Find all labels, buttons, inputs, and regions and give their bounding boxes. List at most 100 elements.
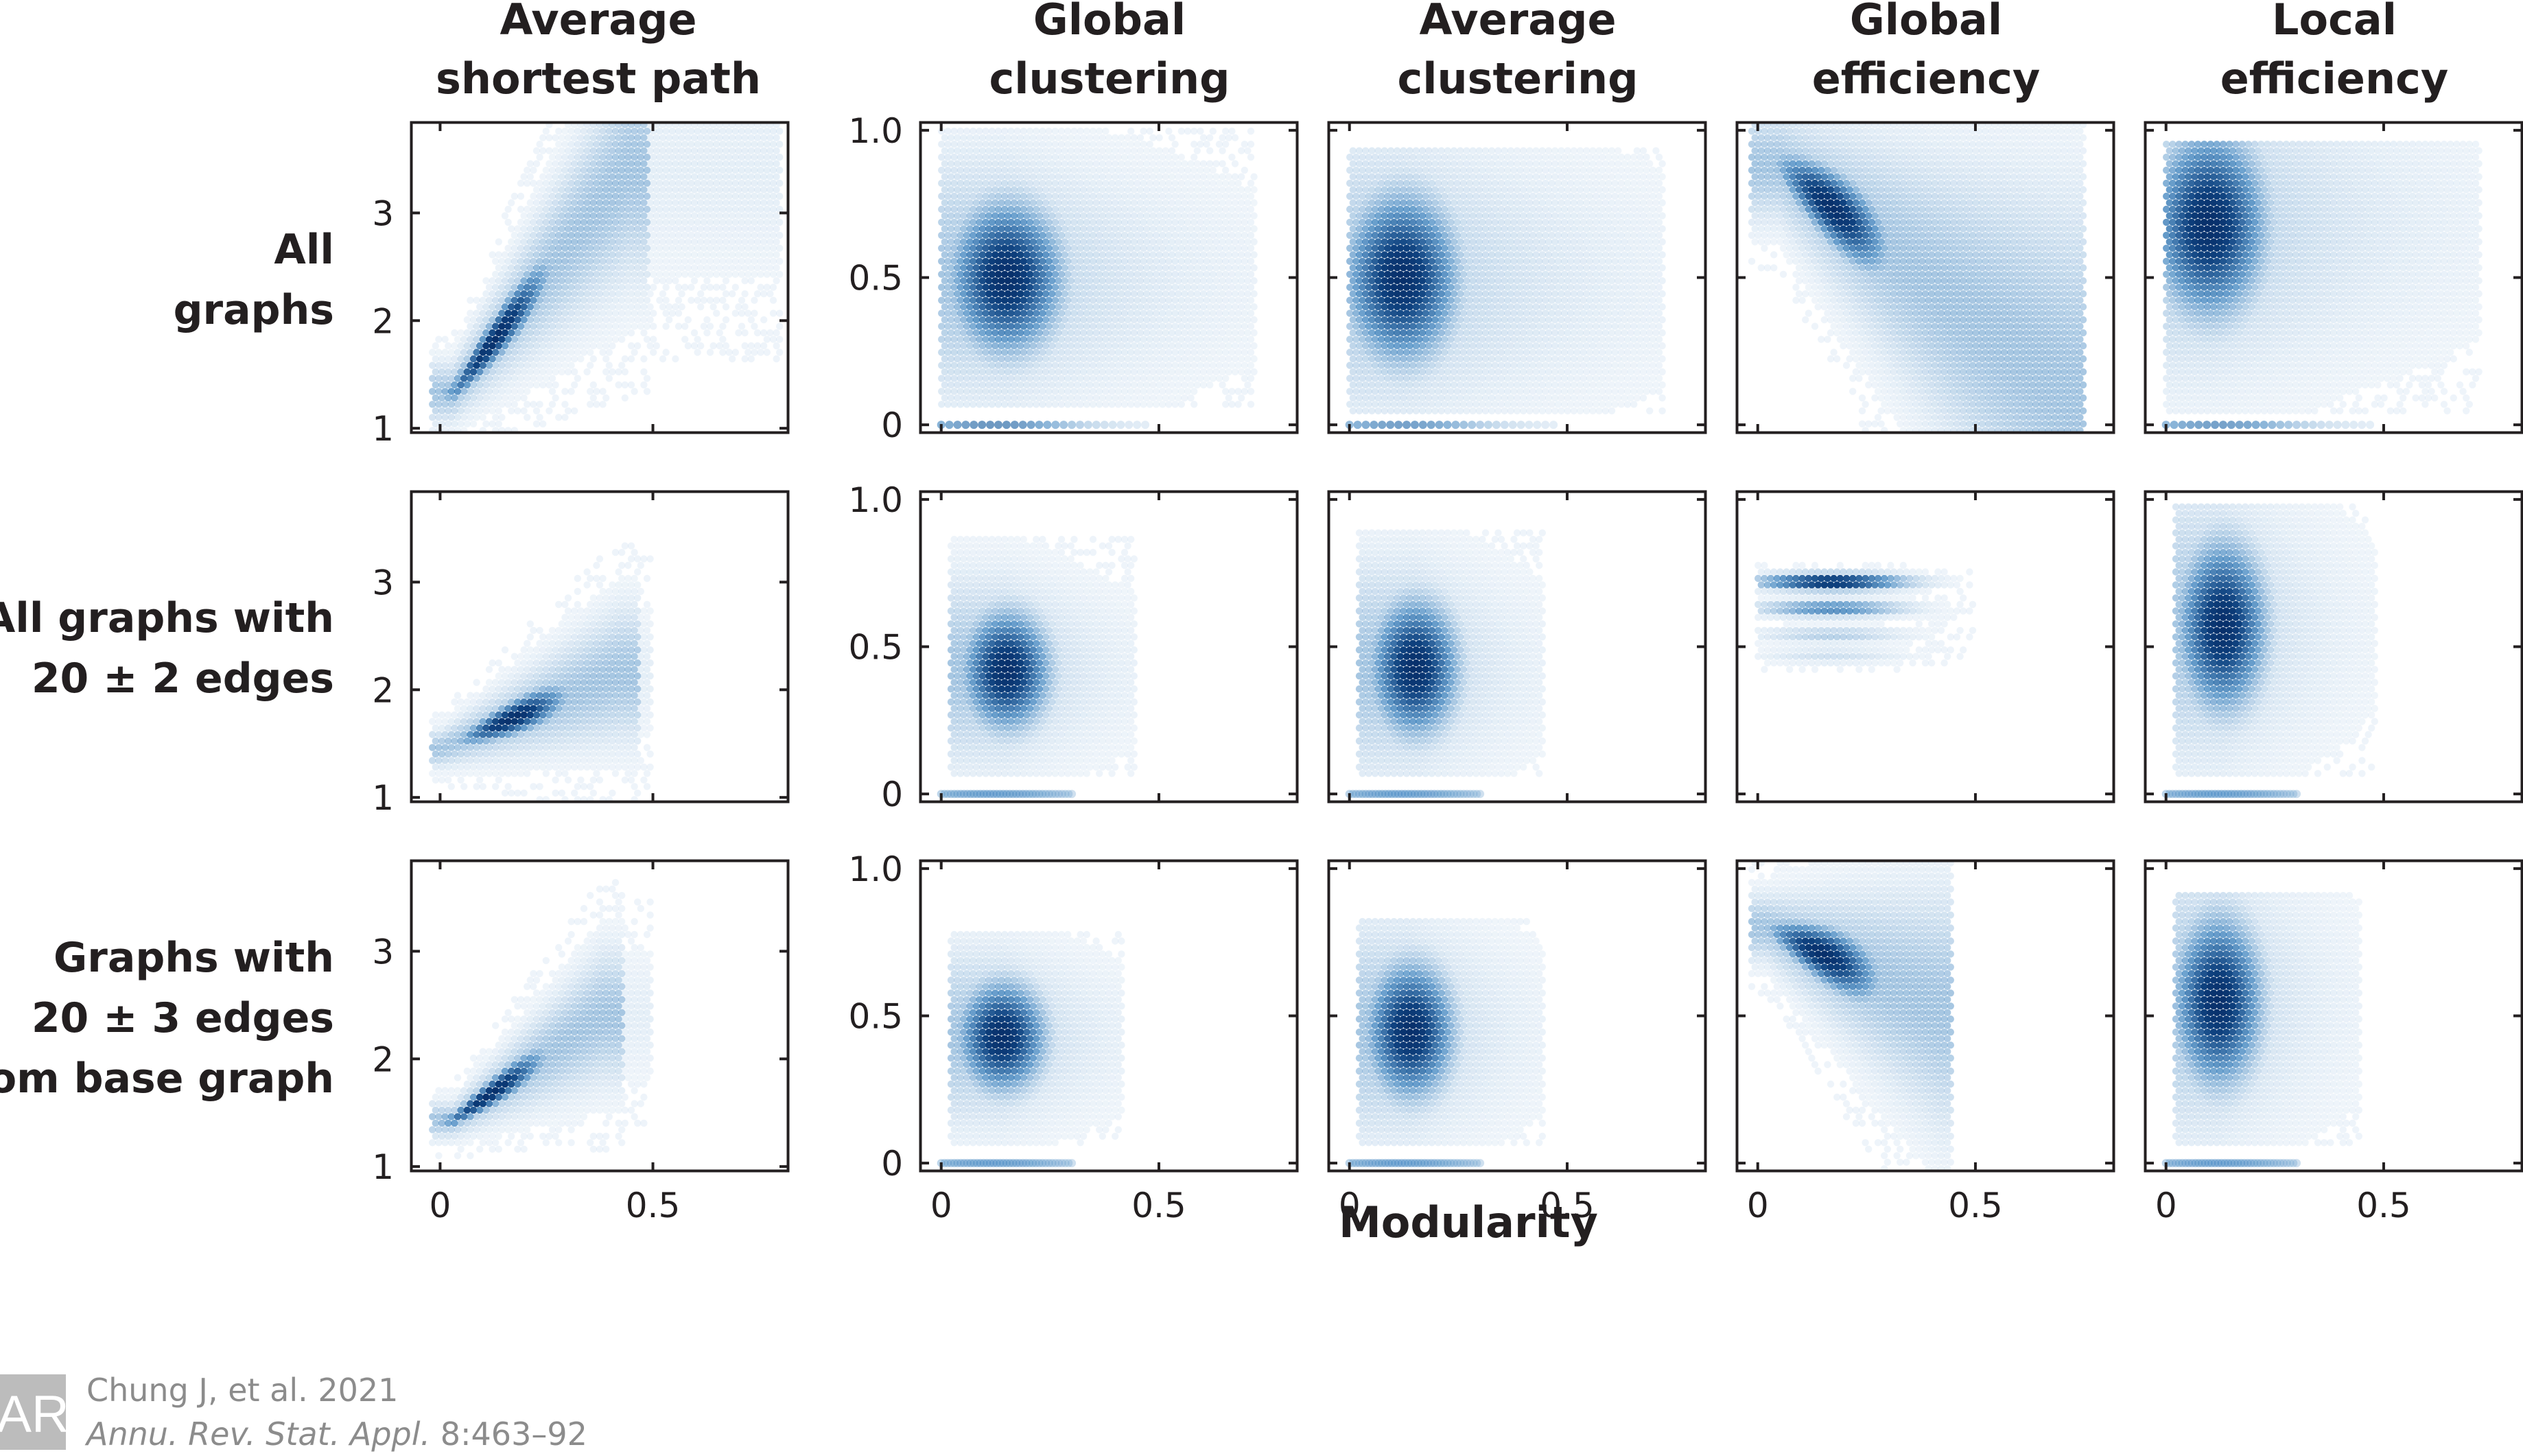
density-bin	[1077, 193, 1083, 200]
density-bin	[1090, 271, 1096, 278]
density-bin	[1184, 349, 1191, 355]
density-bin	[1416, 309, 1422, 316]
density-bin	[1431, 316, 1438, 323]
density-bin	[1429, 245, 1435, 252]
density-bin	[1356, 381, 1363, 388]
density-bin	[1390, 322, 1397, 329]
density-bin	[1365, 193, 1372, 200]
density-bin	[1241, 258, 1248, 265]
density-bin	[741, 173, 748, 180]
density-bin	[533, 329, 540, 336]
density-bin	[725, 141, 732, 148]
density-bin	[1210, 336, 1217, 342]
density-bin	[1070, 154, 1077, 161]
density-bin	[1108, 219, 1115, 226]
density-bin	[1005, 134, 1011, 141]
density-bin	[644, 128, 650, 134]
density-bin	[1061, 160, 1068, 167]
density-bin	[1219, 134, 1225, 141]
density-bin	[1384, 206, 1391, 213]
density-bin	[954, 238, 961, 245]
density-bin	[1086, 303, 1093, 310]
density-bin	[1225, 342, 1232, 349]
density-bin	[615, 277, 622, 284]
density-bin	[685, 264, 692, 271]
density-bin	[1485, 206, 1492, 213]
density-bin	[1112, 134, 1118, 141]
density-bin	[760, 264, 767, 271]
density-bin	[628, 160, 635, 167]
density-bin	[486, 375, 493, 381]
density-bin	[1435, 322, 1442, 329]
density-bin	[1488, 408, 1495, 414]
density-bin	[719, 141, 726, 148]
density-bin	[1017, 264, 1024, 271]
density-bin	[998, 251, 1005, 258]
density-bin	[688, 206, 694, 213]
density-bin	[938, 401, 945, 408]
density-bin	[1023, 186, 1030, 193]
density-bin	[1247, 362, 1254, 368]
density-bin	[776, 167, 783, 174]
density-bin	[764, 349, 771, 355]
density-bin	[1494, 225, 1501, 232]
density-bin	[618, 284, 625, 291]
density-bin	[697, 303, 704, 310]
density-bin	[1444, 395, 1451, 401]
density-bin	[1070, 167, 1077, 174]
density-bin	[1437, 238, 1444, 245]
density-bin	[735, 148, 742, 154]
density-bin	[1451, 368, 1457, 375]
density-bin	[1250, 186, 1257, 193]
density-bin	[1112, 303, 1118, 310]
density-bin	[1479, 232, 1486, 239]
density-bin	[1115, 206, 1122, 213]
density-bin	[1507, 160, 1514, 167]
density-bin	[703, 148, 710, 154]
density-bin	[1171, 219, 1178, 226]
density-bin	[489, 342, 495, 349]
density-bin	[1482, 199, 1489, 206]
density-bin	[527, 173, 534, 180]
density-bin	[631, 180, 637, 187]
density-bin	[1507, 342, 1514, 349]
density-bin	[1203, 297, 1210, 304]
density-bin	[709, 342, 716, 349]
density-bin	[574, 271, 581, 278]
density-bin	[662, 206, 669, 213]
density-bin	[770, 128, 777, 134]
density-bin	[1033, 219, 1040, 226]
density-bin	[464, 342, 471, 349]
density-bin	[530, 258, 537, 265]
density-bin	[1250, 303, 1257, 310]
density-bin	[1121, 258, 1128, 265]
density-bin	[622, 329, 629, 336]
density-bin	[1210, 322, 1217, 329]
density-bin	[533, 225, 540, 232]
density-bin	[1105, 134, 1112, 141]
density-bin	[1406, 212, 1413, 219]
density-bin	[776, 349, 783, 355]
density-bin	[1241, 141, 1248, 148]
density-bin	[1219, 381, 1225, 388]
density-bin	[543, 375, 550, 381]
density-bin	[966, 225, 973, 232]
density-bin	[1507, 173, 1514, 180]
density-bin	[973, 381, 980, 388]
density-bin	[559, 212, 565, 219]
density-bin	[571, 238, 578, 245]
density-bin	[1406, 251, 1413, 258]
density-bin	[1241, 245, 1248, 252]
density-bin	[1029, 225, 1036, 232]
density-bin	[1381, 186, 1388, 193]
density-bin	[1378, 271, 1385, 278]
density-bin	[1149, 173, 1156, 180]
density-bin	[938, 297, 945, 304]
density-bin	[973, 277, 980, 284]
density-bin	[1406, 148, 1413, 154]
density-bin	[615, 134, 622, 141]
density-bin	[723, 225, 729, 232]
density-bin	[1390, 297, 1397, 304]
density-bin	[1080, 238, 1087, 245]
density-bin	[530, 206, 537, 213]
